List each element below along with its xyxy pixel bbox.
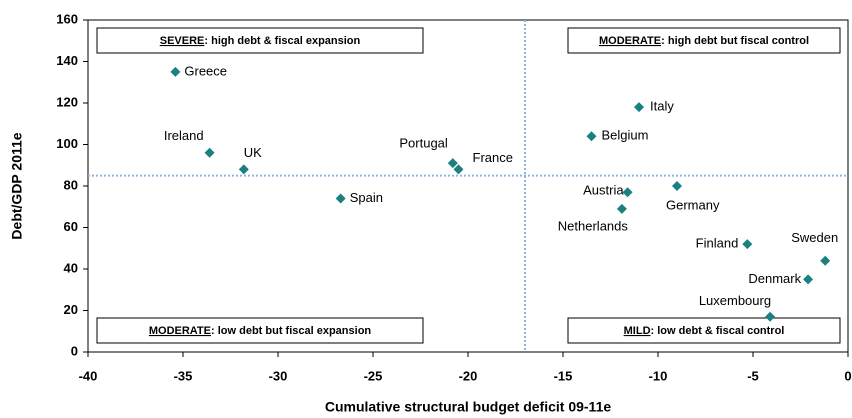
point-label: Finland xyxy=(696,236,739,251)
quadrant-key: SEVERE xyxy=(160,35,205,47)
point-label: UK xyxy=(244,145,262,160)
point xyxy=(765,311,776,322)
point xyxy=(335,193,346,204)
point xyxy=(238,164,249,175)
y-axis-title: Debt/GDP 2011e xyxy=(9,132,25,239)
y-tick-label: 140 xyxy=(56,53,78,68)
x-tick-label: -40 xyxy=(79,368,98,383)
point xyxy=(170,66,181,77)
quadrant-text: : high debt but fiscal control xyxy=(661,35,809,47)
point xyxy=(803,274,814,285)
x-tick-label: -5 xyxy=(747,368,759,383)
quadrant-text: : high debt & fiscal expansion xyxy=(204,35,360,47)
point-label: France xyxy=(473,150,513,165)
quadrant-key: MODERATE xyxy=(599,35,661,47)
point-label: Netherlands xyxy=(558,218,629,233)
quadrant-key: MODERATE xyxy=(149,325,211,337)
y-tick-label: 80 xyxy=(64,177,78,192)
point-label: Belgium xyxy=(602,128,649,143)
quadrant-box xyxy=(567,317,841,344)
point-label: Spain xyxy=(350,190,383,205)
point-label: Sweden xyxy=(791,230,838,245)
quadrant-box xyxy=(96,27,424,54)
point-label: Greece xyxy=(184,63,227,78)
point-label: Portugal xyxy=(399,136,448,151)
point-label: Italy xyxy=(650,99,674,114)
x-axis-title: Cumulative structural budget deficit 09-… xyxy=(325,399,612,415)
y-tick-label: 120 xyxy=(56,94,78,109)
point xyxy=(742,239,753,250)
x-tick-label: 0 xyxy=(844,368,851,383)
quadrant-box xyxy=(96,317,424,344)
point xyxy=(204,147,215,158)
y-tick-label: 100 xyxy=(56,136,78,151)
y-tick-label: 40 xyxy=(64,260,78,275)
y-tick-label: 0 xyxy=(71,343,78,358)
quadrant-text: : low debt but fiscal expansion xyxy=(211,325,371,337)
point-label: Germany xyxy=(666,197,720,212)
x-tick-label: -20 xyxy=(459,368,478,383)
y-tick-label: 60 xyxy=(64,219,78,234)
x-tick-label: -25 xyxy=(364,368,383,383)
x-tick-label: -35 xyxy=(174,368,193,383)
point xyxy=(634,102,644,113)
y-tick-label: 160 xyxy=(56,11,78,26)
point-label: Ireland xyxy=(164,128,204,143)
point-label: Denmark xyxy=(748,271,801,286)
x-tick-label: -15 xyxy=(554,368,573,383)
point xyxy=(616,203,627,214)
point-label: Austria xyxy=(583,183,624,198)
point xyxy=(447,158,458,169)
quadrant-label: MODERATE: high debt but fiscal control xyxy=(599,35,809,47)
quadrant-label: MILD: low debt & fiscal control xyxy=(624,325,785,337)
quadrant-key: MILD xyxy=(624,325,651,337)
point xyxy=(586,131,597,142)
quadrant-box xyxy=(567,27,841,54)
point xyxy=(820,255,831,266)
point xyxy=(453,164,464,175)
x-tick-label: -10 xyxy=(649,368,668,383)
quadrant-label: MODERATE: low debt but fiscal expansion xyxy=(149,325,372,337)
quadrant-label: SEVERE: high debt & fiscal expansion xyxy=(160,35,361,47)
point xyxy=(672,181,682,191)
quadrant-text: : low debt & fiscal control xyxy=(651,325,785,337)
point xyxy=(622,187,633,198)
point-label: Luxembourg xyxy=(699,293,771,308)
x-tick-label: -30 xyxy=(269,368,288,383)
y-tick-label: 20 xyxy=(64,302,78,317)
